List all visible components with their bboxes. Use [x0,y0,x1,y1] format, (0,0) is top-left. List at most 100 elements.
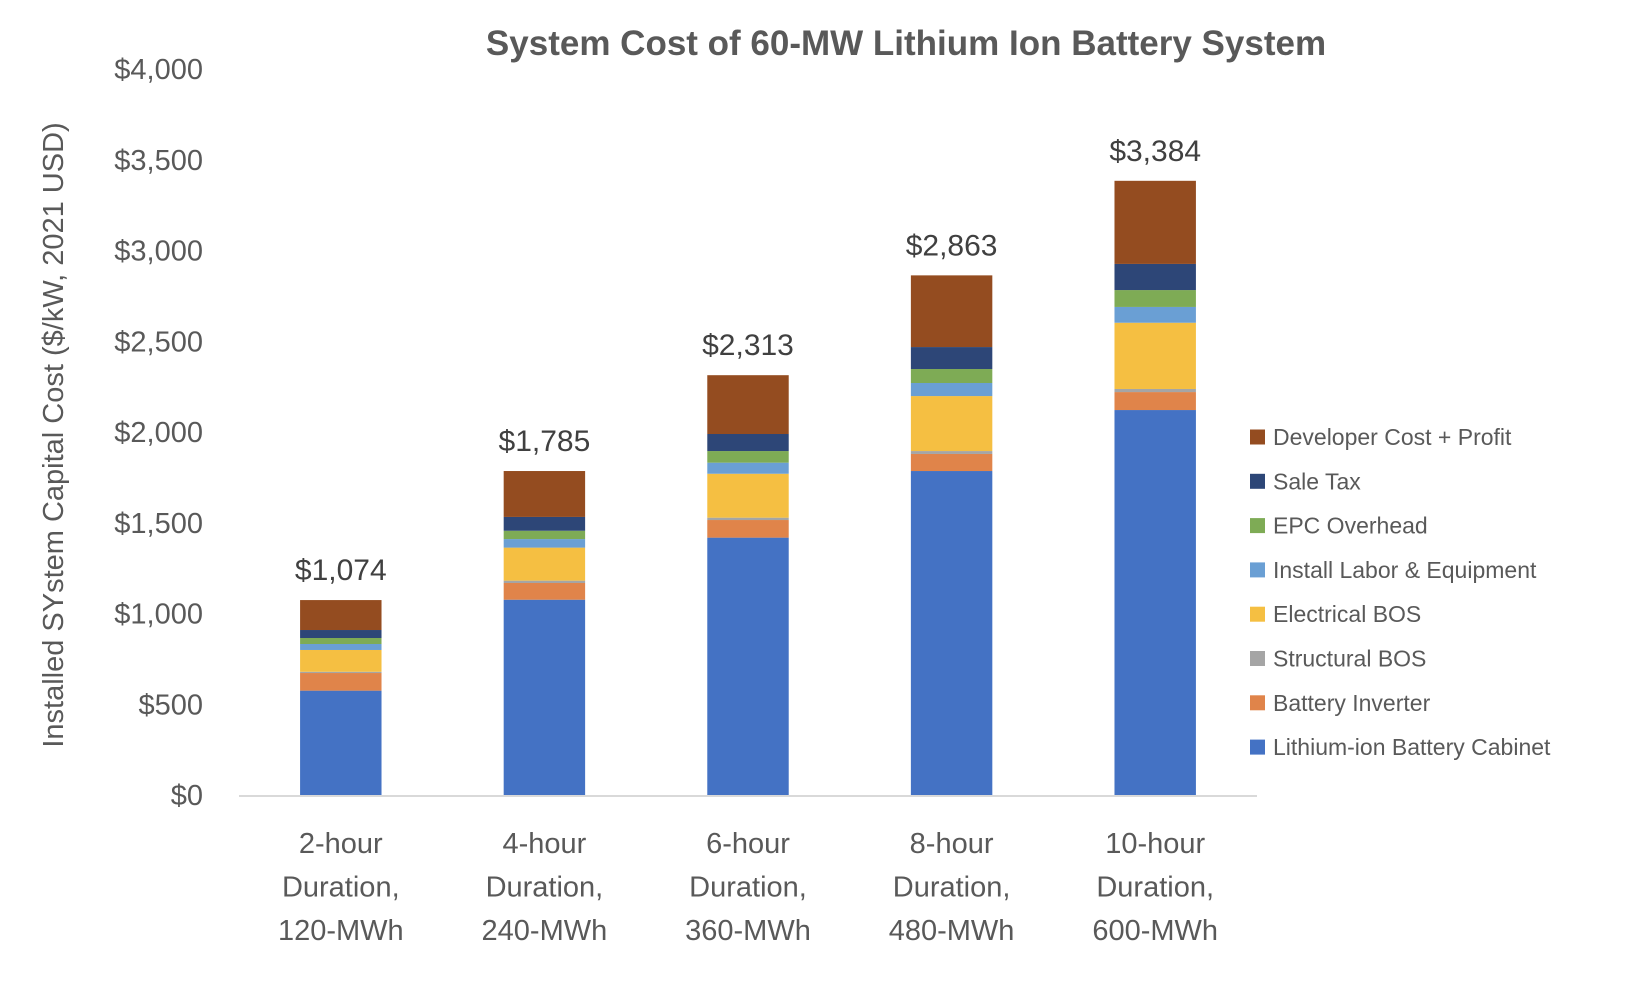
legend-item-install-labor-equipment: Install Labor & Equipment [1250,557,1537,583]
x-category-label-line: 120-MWh [278,915,404,947]
total-data-label: $1,074 [295,554,387,587]
bar-segment-battery-inverter [1114,392,1196,411]
legend-label: Lithium-ion Battery Cabinet [1273,734,1551,760]
bar-segment-install-labor-equipment [300,643,382,650]
bar-segment-epc-overhead [300,638,382,644]
x-axis-categories: 2-hour Duration, 120-MWh 4-hour Duration, 240… [278,828,1218,947]
bars [300,180,1196,795]
bar-segment-structural-bos [300,671,382,674]
x-category-label: 4-hour Duration, 240-MWh [482,828,608,947]
x-category-label-line: 600-MWh [1092,915,1218,947]
bar-segment-electrical-bos [910,396,993,452]
bar-stack [707,375,789,795]
bar-segment-sale-tax [910,347,993,370]
bar-segment-lithium-ion-battery-cabinet [910,471,993,795]
x-category-label-line: Duration, [689,872,807,904]
bar-segment-developer-cost-profit [707,375,789,434]
bar-segment-sale-tax [707,433,789,452]
y-tick-label: $2,500 [114,326,203,358]
y-tick-label: $500 [138,689,203,721]
bar-segment-lithium-ion-battery-cabinet [707,537,789,795]
x-category-label: 8-hour Duration, 480-MWh [889,828,1015,947]
total-data-label: $3,384 [1109,135,1201,168]
x-category-label: 6-hour Duration, 360-MWh [685,828,811,947]
total-data-label: $2,863 [906,229,998,262]
bar-segment-electrical-bos [300,649,382,672]
x-category-label-line: 6-hour [706,828,790,860]
legend-label: Structural BOS [1273,646,1426,672]
total-data-label: $2,313 [702,329,794,362]
bar-segment-sale-tax [1114,263,1196,291]
legend-label: Electrical BOS [1273,601,1421,627]
legend-item-sale-tax: Sale Tax [1250,468,1361,494]
bar-stack [910,275,993,795]
y-tick-label: $2,000 [114,417,203,449]
bar-segment-developer-cost-profit [910,275,993,348]
bar-segment-install-labor-equipment [910,382,993,397]
x-category-label-line: 480-MWh [889,915,1015,947]
legend-swatch [1250,429,1265,445]
x-category-label-line: Duration, [282,872,400,904]
bar-segment-install-labor-equipment [707,462,789,474]
legend-item-developer-cost-profit: Developer Cost + Profit [1250,424,1512,450]
x-category-label-line: 2-hour [299,828,383,860]
y-tick-label: $4,000 [114,54,203,86]
legend-label: Developer Cost + Profit [1273,424,1512,450]
legend-swatch [1250,739,1265,755]
x-category-label: 10-hour Duration, 600-MWh [1092,828,1218,947]
legend-item-battery-inverter: Battery Inverter [1250,690,1431,716]
bar-segment-structural-bos [910,451,993,454]
y-tick-label: $3,500 [114,145,203,177]
bar-segment-structural-bos [1114,388,1196,393]
bar-segment-developer-cost-profit [503,471,586,517]
bar-segment-battery-inverter [707,520,789,538]
total-data-label: $1,785 [499,425,591,458]
legend-item-epc-overhead: EPC Overhead [1250,513,1428,539]
bar-segment-epc-overhead [503,530,586,540]
bar-segment-developer-cost-profit [1114,180,1196,264]
x-category-label-line: 360-MWh [685,915,811,947]
x-category-label-line: 8-hour [910,828,994,860]
bar-segment-battery-inverter [910,453,993,472]
legend-swatch [1250,518,1265,534]
legend-item-electrical-bos: Electrical BOS [1250,601,1421,627]
legend-swatch [1250,562,1265,578]
bar-segment-install-labor-equipment [1114,306,1196,323]
bar-stack [300,600,382,795]
x-category-label: 2-hour Duration, 120-MWh [278,828,404,947]
bar-segment-install-labor-equipment [503,539,586,548]
bar-segment-battery-inverter [300,673,382,691]
legend-swatch [1250,695,1265,711]
x-category-label-line: 4-hour [502,828,586,860]
bar-segment-lithium-ion-battery-cabinet [1114,410,1196,795]
legend-label: Sale Tax [1273,468,1361,494]
bar-segment-epc-overhead [707,451,789,463]
bar-segment-electrical-bos [707,473,789,518]
bar-segment-developer-cost-profit [300,600,382,631]
x-category-label-line: Duration, [1096,872,1214,904]
chart-title: System Cost of 60-MW Lithium Ion Battery… [486,24,1326,63]
legend: Developer Cost + Profit Sale Tax EPC Overh… [1250,424,1551,760]
bar-segment-structural-bos [503,580,586,584]
legend-swatch [1250,606,1265,622]
y-tick-label: $1,500 [114,508,203,540]
total-data-labels: $1,074 $1,785 $2,313 $2,863 $3,384 [295,135,1201,587]
legend-label: Install Labor & Equipment [1273,557,1537,583]
y-tick-label: $0 [171,780,203,812]
bar-stack [503,471,586,795]
x-category-label-line: 10-hour [1105,828,1205,860]
bar-segment-epc-overhead [1114,290,1196,307]
legend-label: EPC Overhead [1273,513,1428,539]
legend-label: Battery Inverter [1273,690,1431,716]
y-tick-label: $1,000 [114,599,203,631]
x-category-label-line: Duration, [893,872,1011,904]
y-axis-title: Installed SYstem Capital Cost ($/kW, 202… [38,122,70,747]
bar-segment-electrical-bos [503,547,586,581]
y-tick-label: $3,000 [114,236,203,268]
bar-segment-sale-tax [300,630,382,639]
legend-item-structural-bos: Structural BOS [1250,646,1426,672]
x-category-label-line: Duration, [486,872,604,904]
bar-segment-lithium-ion-battery-cabinet [300,690,382,795]
y-axis-ticks: $0 $500 $1,000 $1,500 $2,000 $2,500 $3,000 $3,5… [114,54,203,812]
